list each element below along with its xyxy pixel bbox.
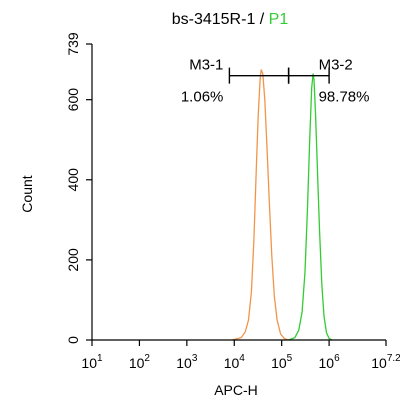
y-ticks: 0 200 400 600 739 xyxy=(65,32,92,344)
x-ticks: 101 102 103 104 105 106 107.2 xyxy=(81,340,400,371)
x-tick-label: 104 xyxy=(224,353,246,371)
x-tick-label: 103 xyxy=(176,353,198,371)
x-tick-label: 105 xyxy=(271,353,293,371)
histogram-series-2 xyxy=(288,73,333,341)
gate-name: M3-2 xyxy=(319,57,353,74)
gate-percent: 98.78% xyxy=(319,89,370,106)
y-axis-label: Count xyxy=(19,175,35,212)
y-tick-label: 200 xyxy=(65,248,81,272)
x-tick-label: 106 xyxy=(319,353,341,371)
gate-name: M3-1 xyxy=(189,57,223,74)
x-tick-label: 107.2 xyxy=(371,353,400,371)
chart-title: bs-3415R-1 / P1 xyxy=(172,11,289,28)
x-tick-label: 101 xyxy=(81,353,103,371)
y-tick-label: 739 xyxy=(65,32,81,56)
chart-title-population: P1 xyxy=(269,11,289,28)
plot-area: M3-1 1.06% M3-2 98.78% xyxy=(181,57,370,341)
histogram-series-1 xyxy=(231,69,289,341)
y-tick-label: 600 xyxy=(65,88,81,112)
chart-title-main: bs-3415R-1 / xyxy=(172,11,269,28)
y-tick-label: 0 xyxy=(65,336,81,344)
gate-percent: 1.06% xyxy=(181,89,224,106)
x-axis-label: APC-H xyxy=(214,382,258,398)
y-tick-label: 400 xyxy=(65,168,81,192)
x-tick-label: 102 xyxy=(129,353,151,371)
